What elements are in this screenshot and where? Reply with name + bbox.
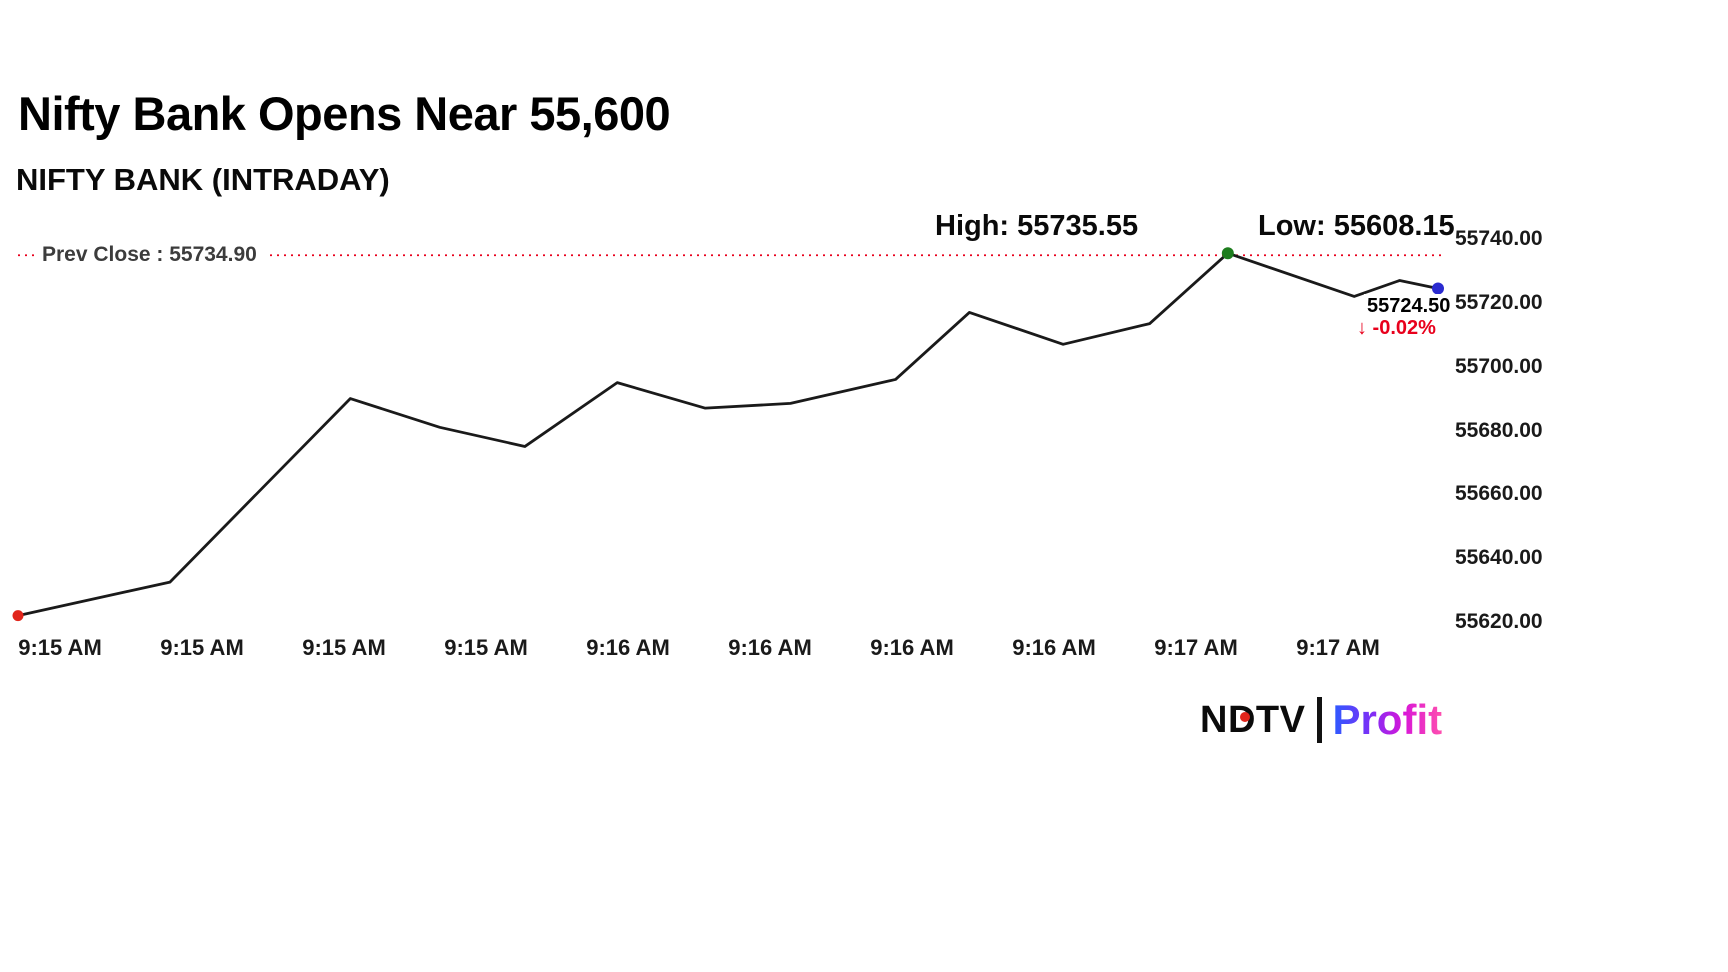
logo-divider (1317, 697, 1323, 743)
y-axis-tick: 55640.00 (1455, 546, 1543, 570)
x-axis-tick: 9:16 AM (586, 635, 670, 660)
ndtv-logo-text: NDTV (1200, 698, 1306, 741)
y-axis-tick: 55660.00 (1455, 482, 1543, 506)
x-axis-tick: 9:15 AM (160, 635, 244, 660)
series-start-marker (12, 610, 24, 622)
x-axis-tick: 9:16 AM (870, 635, 954, 660)
ndtv-profit-logo: NDTV Profit (1200, 696, 1442, 744)
y-axis-tick: 55680.00 (1455, 418, 1543, 442)
y-axis-tick: 55700.00 (1455, 354, 1543, 378)
y-axis-tick: 55720.00 (1455, 290, 1543, 314)
prev-close-label: Prev Close : 55734.90 (38, 243, 267, 267)
profit-logo-text: Profit (1332, 696, 1443, 743)
low-value-label: Low: 55608.15 (1258, 210, 1455, 242)
x-axis-tick: 9:16 AM (728, 635, 812, 660)
x-axis-tick: 9:17 AM (1296, 635, 1380, 660)
chart-subtitle: NIFTY BANK (INTRADAY) (16, 162, 390, 197)
x-axis-tick: 9:16 AM (1012, 635, 1096, 660)
x-axis-tick: 9:15 AM (302, 635, 386, 660)
x-axis-tick: 9:15 AM (18, 635, 102, 660)
high-value-label: High: 55735.55 (935, 210, 1139, 242)
y-axis-tick: 55620.00 (1455, 610, 1543, 633)
x-axis-tick: 9:17 AM (1154, 635, 1238, 660)
series-high-marker (1221, 247, 1234, 260)
change-percent-label: ↓ -0.02% (1357, 317, 1436, 339)
page-title: Nifty Bank Opens Near 55,600 (18, 87, 671, 140)
y-axis-tick: 55740.00 (1455, 227, 1543, 250)
x-axis-tick: 9:15 AM (444, 635, 528, 660)
ndtv-red-dot-icon (1240, 712, 1250, 722)
price-line (16, 251, 1440, 618)
last-price-label: 55724.50 (1364, 294, 1454, 319)
series-end-marker (1432, 282, 1444, 295)
y-axis: 55740.00 55720.00 55700.00 55680.00 55660.00… (1455, 0, 1575, 972)
x-axis: 9:15 AM 9:15 AM 9:15 AM 9:15 AM 9:16 AM 9:16 … (0, 635, 1455, 669)
